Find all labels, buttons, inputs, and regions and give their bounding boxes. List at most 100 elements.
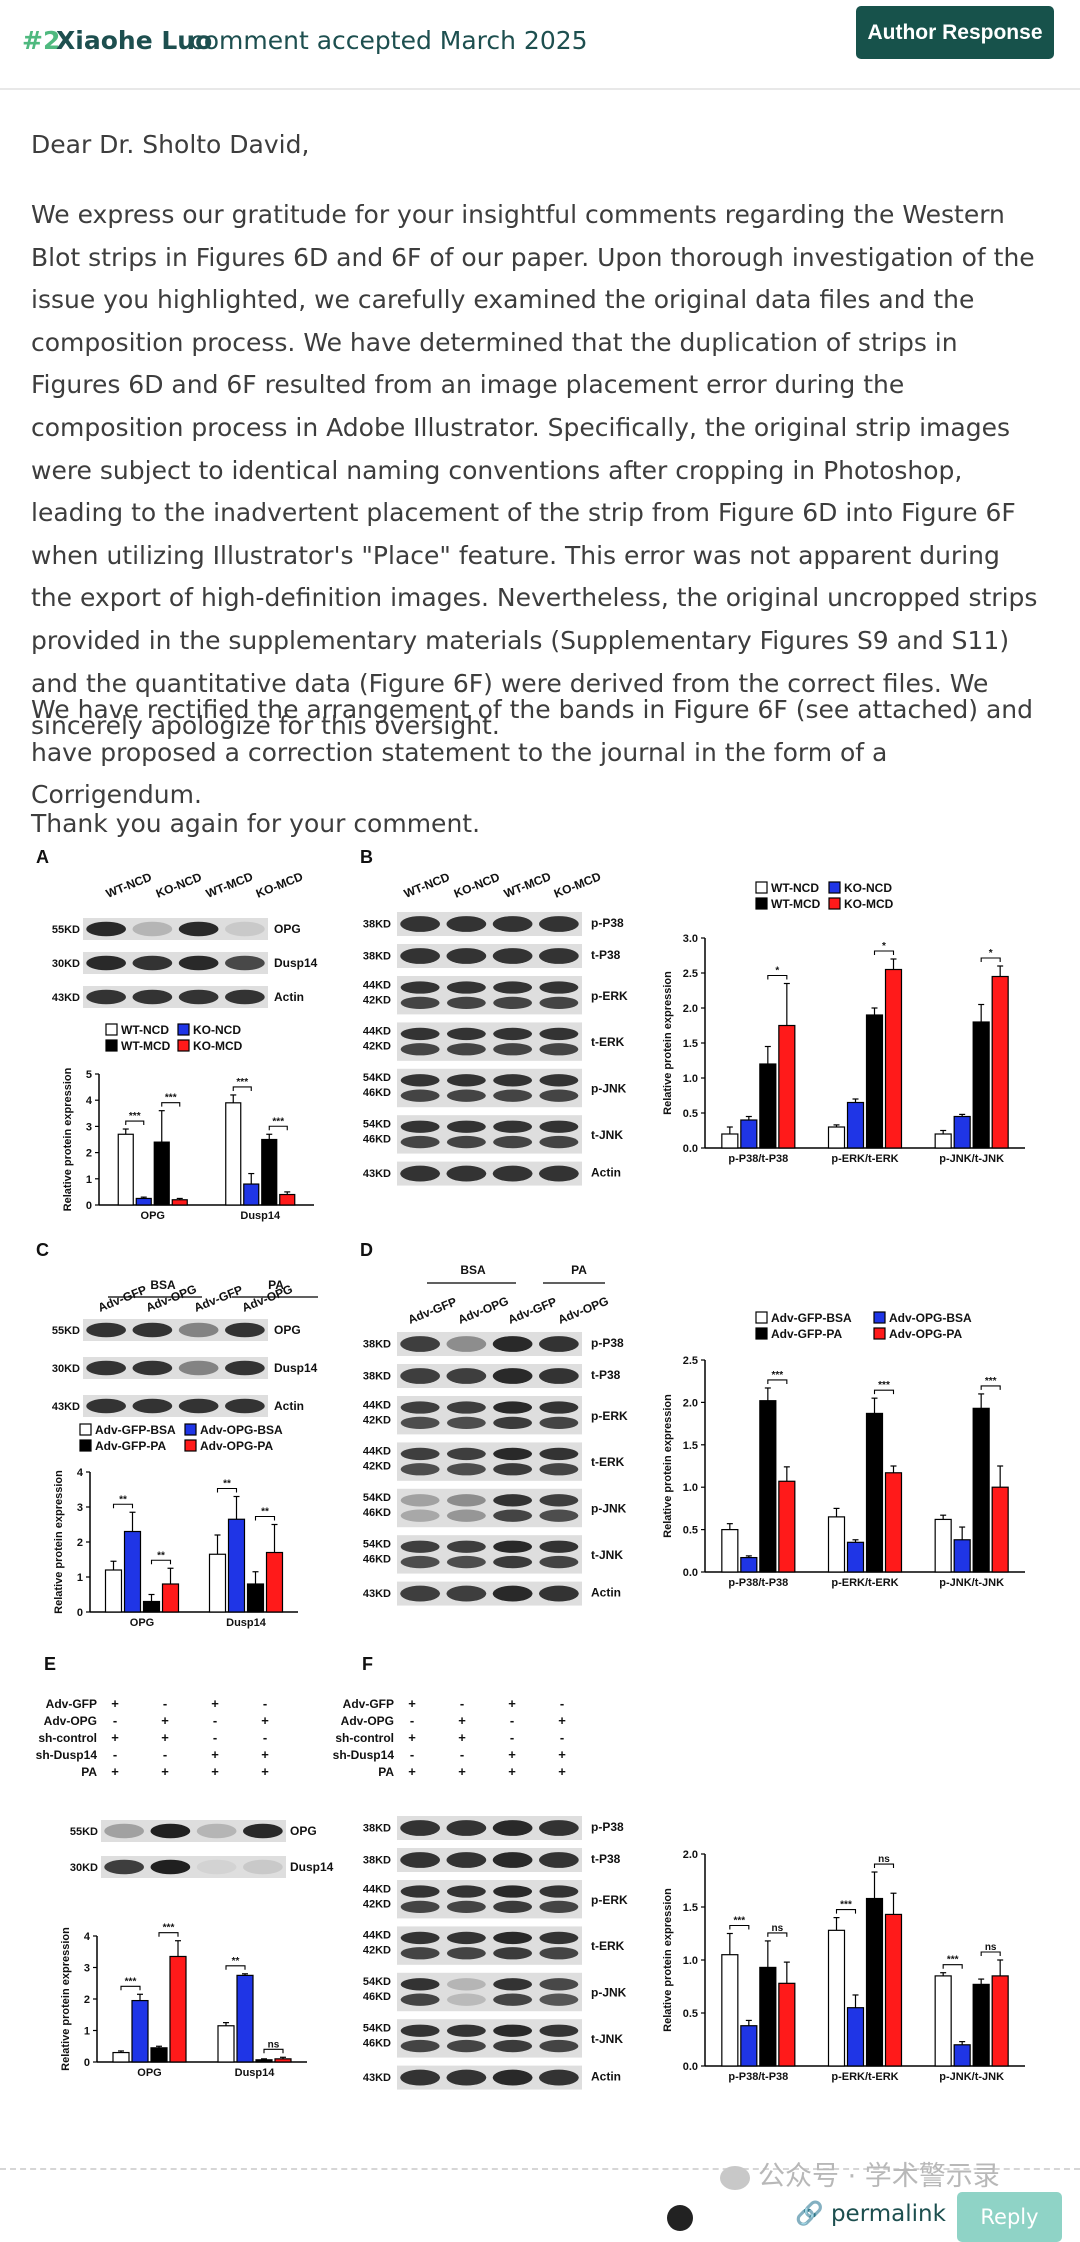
condition-sign: + xyxy=(558,1747,566,1762)
condition-sign: + xyxy=(458,1730,466,1745)
bar-chart-c: 0 1 2 3 4 Relative protein expression OPG Dusp1… xyxy=(53,1467,298,1629)
protein-label: t-ERK xyxy=(591,1939,625,1953)
legend-swatch xyxy=(79,1439,92,1452)
panel-c-blot-2 xyxy=(83,1395,268,1417)
band xyxy=(242,1823,283,1839)
bar xyxy=(740,1556,758,1573)
watermark: 公众号 · 学术警示录 xyxy=(720,2154,1000,2193)
bar xyxy=(865,1014,884,1149)
kd-label: 46KD xyxy=(363,1507,391,1519)
condition-sign: + xyxy=(458,1713,466,1728)
y-tick-label: 2 xyxy=(86,1148,92,1160)
y-tick-label: 1 xyxy=(77,1572,83,1584)
kd-label: 54KD xyxy=(363,1538,391,1550)
condition-sign: - xyxy=(510,1713,514,1728)
protein-label: t-ERK xyxy=(591,1455,625,1469)
bar xyxy=(934,1518,952,1573)
bar xyxy=(884,968,903,1149)
band xyxy=(86,989,127,1005)
band xyxy=(493,1401,533,1414)
permalink-label: permalink xyxy=(830,2201,946,2227)
significance-label: *** xyxy=(165,1093,177,1104)
band xyxy=(539,1978,579,1991)
panel-c-blot-0 xyxy=(83,1319,268,1341)
band xyxy=(400,1368,441,1384)
comment-author[interactable]: Xiaohe Luo xyxy=(56,26,213,55)
significance-label: *** xyxy=(733,1916,745,1927)
bar xyxy=(279,1193,296,1206)
lane-label: WT-NCD xyxy=(402,870,452,901)
y-tick-label: 1.5 xyxy=(683,1902,698,1914)
comment-status: comment accepted March 2025 xyxy=(190,26,588,55)
y-tick-label: 0.0 xyxy=(683,2061,698,2073)
legend-label: Adv-OPG-BSA xyxy=(200,1423,283,1437)
group-label: BSA xyxy=(150,1278,176,1292)
kd-label: 44KD xyxy=(363,1446,391,1458)
panel-f-blot-5 xyxy=(397,2019,582,2058)
bar xyxy=(972,1021,990,1149)
y-tick-label: 3 xyxy=(84,1963,90,1975)
legend-label: WT-NCD xyxy=(771,881,819,895)
legend-swatch xyxy=(828,897,841,910)
y-tick-label: 1.5 xyxy=(683,1440,698,1452)
author-response-button[interactable]: Author Response xyxy=(856,6,1054,59)
panel-a-blot-2 xyxy=(83,986,268,1008)
condition-sign: + xyxy=(211,1764,219,1779)
band xyxy=(446,1993,486,2006)
band xyxy=(493,1931,533,1945)
comment-number[interactable]: #2 xyxy=(22,26,61,55)
condition-sign: + xyxy=(458,1764,466,1779)
band xyxy=(446,1947,486,1960)
category-label: p-JNK/t-JNK xyxy=(939,1153,1004,1165)
panel-e-blot-0 xyxy=(101,1820,286,1842)
band xyxy=(493,1027,533,1041)
y-tick-label: 3.0 xyxy=(683,933,698,945)
band xyxy=(400,1509,440,1522)
condition-sign: + xyxy=(161,1713,169,1728)
band xyxy=(104,1823,145,1839)
y-tick-label: 0.0 xyxy=(683,1567,698,1579)
band xyxy=(493,1135,533,1149)
legend-label: Adv-OPG-PA xyxy=(200,1439,273,1453)
bar xyxy=(778,1982,796,2067)
chart-legend: WT-NCD KO-NCD WT-MCD KO-MCD xyxy=(755,881,894,911)
band xyxy=(493,1074,533,1087)
band xyxy=(493,1900,533,1914)
protein-label: t-JNK xyxy=(591,1128,623,1142)
bar xyxy=(117,1133,134,1206)
footer-divider xyxy=(0,2168,1080,2170)
y-tick-label: 1.0 xyxy=(683,1073,698,1085)
band xyxy=(132,921,173,937)
panel-letter-f: F xyxy=(362,1654,373,1674)
band xyxy=(446,1135,486,1149)
band xyxy=(539,1540,579,1553)
category-label: p-P38/t-P38 xyxy=(728,2071,788,2083)
band xyxy=(132,1322,173,1338)
category-label: p-JNK/t-JNK xyxy=(939,1577,1004,1589)
significance-bracket xyxy=(161,1102,181,1107)
band xyxy=(539,2024,579,2037)
condition-sign: - xyxy=(460,1747,464,1762)
band xyxy=(493,1120,533,1133)
band xyxy=(446,996,486,1010)
band xyxy=(446,948,487,964)
band xyxy=(493,1555,533,1569)
protein-label: p-P38 xyxy=(591,1820,624,1834)
panel-d-blot-1 xyxy=(397,1364,582,1388)
lane-label: Adv-GFP xyxy=(96,1283,149,1315)
condition-sign: - xyxy=(410,1747,414,1762)
permalink-link[interactable]: 🔗 permalink xyxy=(795,2200,946,2227)
significance-bracket xyxy=(873,950,895,955)
significance-label: *** xyxy=(771,1370,783,1381)
significance-label: ** xyxy=(223,1479,231,1490)
significance-label: *** xyxy=(236,1077,248,1088)
bar xyxy=(131,1999,149,2063)
reply-button[interactable]: Reply xyxy=(957,2192,1062,2242)
bar xyxy=(953,1539,971,1573)
band xyxy=(493,1540,533,1553)
kd-label: 54KD xyxy=(363,1072,391,1084)
condition-sign: - xyxy=(113,1747,117,1762)
info-icon[interactable] xyxy=(667,2205,693,2231)
significance-label: *** xyxy=(163,1923,175,1934)
